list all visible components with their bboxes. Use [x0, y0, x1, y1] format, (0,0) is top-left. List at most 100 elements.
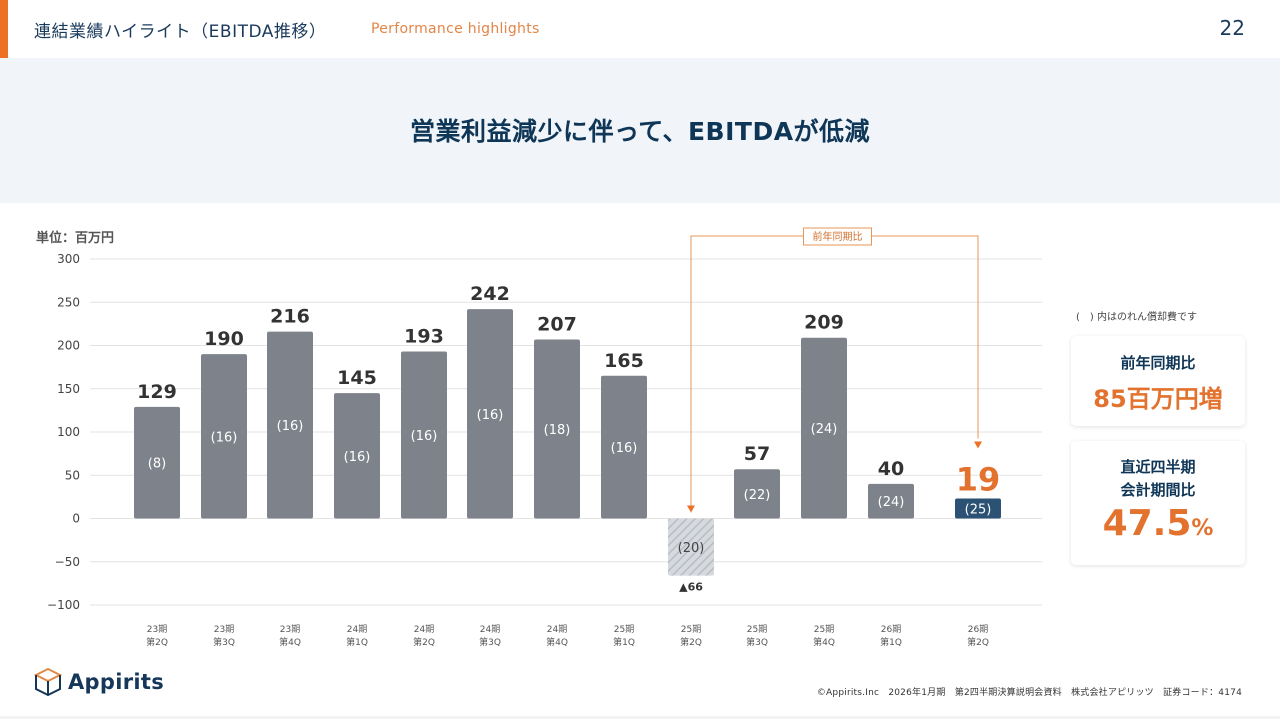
x-tick-label-period: 26期 — [968, 624, 988, 635]
y-tick-label: 150 — [57, 382, 80, 396]
cube-logo-icon — [34, 667, 62, 697]
bar — [401, 351, 447, 519]
goodwill-label: (16) — [411, 429, 438, 444]
y-tick-label: 0 — [72, 512, 80, 526]
y-tick-label: −100 — [47, 598, 80, 612]
goodwill-label: (16) — [477, 408, 504, 423]
qoq-card-suffix: % — [1191, 516, 1214, 541]
goodwill-label: (20) — [678, 541, 705, 556]
value-label: ▲66 — [679, 581, 703, 594]
goodwill-label: (18) — [544, 423, 571, 438]
x-tick-label-period: 25期 — [747, 624, 767, 635]
bar — [334, 393, 380, 519]
x-tick-label-period: 26期 — [881, 624, 901, 635]
arrow-down-icon — [974, 441, 982, 449]
value-label: 40 — [878, 458, 904, 480]
value-label: 216 — [270, 306, 310, 328]
bar — [801, 337, 847, 519]
x-tick-label-period: 24期 — [547, 624, 567, 635]
y-tick-label: −50 — [55, 555, 80, 569]
bar — [134, 406, 180, 519]
qoq-card-value: 47.5% — [1071, 504, 1245, 549]
page-number: 22 — [1219, 16, 1245, 40]
unit-label: 単位：百万円 — [36, 231, 115, 246]
goodwill-label: (22) — [744, 488, 771, 503]
x-tick-label-quarter: 第2Q — [413, 636, 435, 648]
bar — [467, 309, 513, 519]
yoy-card: 前年同期比 85百万円増 — [1071, 336, 1245, 426]
logo-text: Appirits — [68, 670, 165, 694]
header-accent-bar — [0, 0, 8, 58]
x-tick-label-period: 25期 — [681, 624, 701, 635]
x-tick-label-quarter: 第4Q — [279, 636, 301, 648]
headline-text: 営業利益減少に伴って、EBITDAが低減 — [409, 117, 871, 146]
bar — [734, 469, 780, 519]
value-label: 242 — [470, 283, 510, 305]
slide-subtitle: Performance highlights — [371, 21, 540, 37]
value-label: 209 — [804, 312, 844, 334]
x-tick-label-period: 25期 — [614, 624, 634, 635]
yoy-card-label: 前年同期比 — [1120, 354, 1196, 372]
bar — [668, 518, 714, 576]
x-tick-label-quarter: 第3Q — [746, 636, 768, 648]
x-tick-label-period: 23期 — [147, 624, 167, 635]
x-tick-label-period: 24期 — [347, 624, 367, 635]
x-tick-label-quarter: 第4Q — [813, 636, 835, 648]
x-tick-label-quarter: 第4Q — [546, 636, 568, 648]
x-tick-label-quarter: 第1Q — [880, 636, 902, 648]
comparison-label: 前年同期比 — [813, 230, 863, 243]
x-tick-label-quarter: 第1Q — [346, 636, 368, 648]
slide-title: 連結業績ハイライト（EBITDA推移） — [34, 22, 327, 42]
goodwill-note: ( ) 内はのれん償却費です — [1076, 312, 1197, 323]
x-tick-label-quarter: 第2Q — [680, 636, 702, 648]
goodwill-label: (16) — [277, 419, 304, 434]
qoq-card-label-line1: 直近四半期 — [1120, 458, 1196, 476]
value-label: 129 — [137, 381, 177, 403]
bar — [534, 339, 580, 519]
x-tick-label-quarter: 第1Q — [613, 636, 635, 648]
y-tick-label: 100 — [57, 425, 80, 439]
goodwill-label: (16) — [611, 441, 638, 456]
x-tick-label-period: 24期 — [480, 624, 500, 635]
bar — [955, 498, 1001, 519]
arrow-down-icon — [687, 505, 695, 513]
ebitda-bar-chart: 300 250 200 150 100 50 0 −50 −100 前年同期比 (8) 129 23… — [47, 227, 1042, 648]
value-label: 190 — [204, 328, 244, 350]
slide-header: 連結業績ハイライト（EBITDA推移） Performance highligh… — [0, 0, 1280, 58]
goodwill-label: (24) — [878, 495, 905, 510]
value-label: 207 — [537, 313, 577, 335]
x-tick-label-quarter: 第2Q — [146, 636, 168, 648]
x-tick-label-quarter: 第3Q — [213, 636, 235, 648]
bar — [267, 331, 313, 519]
value-label: 193 — [404, 326, 444, 348]
goodwill-label: (24) — [811, 422, 838, 437]
bar — [601, 375, 647, 519]
yoy-card-value: 85百万円増 — [1093, 385, 1223, 413]
value-label: 145 — [337, 367, 377, 389]
goodwill-label: (25) — [965, 503, 992, 518]
qoq-card-label-line2: 会計期間比 — [1120, 481, 1196, 499]
x-tick-label-quarter: 第3Q — [479, 636, 501, 648]
qoq-card-number: 47.5 — [1102, 503, 1192, 544]
bottom-divider — [0, 716, 1280, 719]
qoq-card: 直近四半期 会計期間比 47.5% — [1071, 441, 1245, 565]
footer-copyright: ©Appirits.Inc 2026年1月期 第2四半期決算説明会資料 株式会社… — [816, 688, 1242, 698]
x-tick-label-period: 23期 — [214, 624, 234, 635]
comparison-label-box — [803, 227, 872, 246]
value-label: 19 — [956, 461, 1001, 499]
goodwill-label: (16) — [344, 450, 371, 465]
goodwill-label: (16) — [211, 430, 238, 445]
bar — [201, 354, 247, 519]
value-label: 57 — [744, 443, 770, 465]
y-tick-label: 200 — [57, 339, 80, 353]
x-tick-label-period: 23期 — [280, 624, 300, 635]
goodwill-label: (8) — [148, 457, 166, 472]
company-logo: Appirits — [34, 667, 164, 697]
y-tick-label: 50 — [65, 468, 80, 482]
x-tick-label-quarter: 第2Q — [967, 636, 989, 648]
value-label: 165 — [604, 350, 644, 372]
bar — [868, 483, 914, 519]
x-tick-label-period: 24期 — [414, 624, 434, 635]
headline-banner: 営業利益減少に伴って、EBITDAが低減 — [0, 58, 1280, 203]
y-tick-label: 250 — [57, 295, 80, 309]
